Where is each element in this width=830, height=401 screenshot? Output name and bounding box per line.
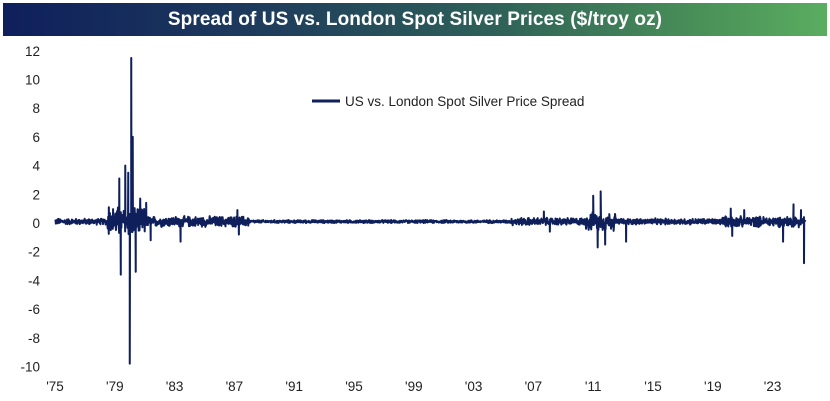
x-tick-label: '83 bbox=[166, 379, 184, 394]
legend-label: US vs. London Spot Silver Price Spread bbox=[345, 94, 584, 109]
data-point bbox=[782, 240, 784, 243]
series-line-us-london-spread bbox=[54, 56, 807, 365]
data-point bbox=[145, 202, 147, 204]
data-point bbox=[729, 207, 732, 210]
x-tick-label: '15 bbox=[644, 379, 662, 394]
data-point bbox=[236, 209, 239, 211]
y-tick-label: -2 bbox=[28, 245, 40, 260]
data-point bbox=[599, 190, 602, 193]
data-point bbox=[604, 243, 606, 246]
data-point bbox=[731, 235, 734, 237]
data-point bbox=[592, 194, 594, 197]
x-tick-label: '75 bbox=[46, 379, 64, 394]
y-tick-label: 12 bbox=[25, 44, 40, 59]
data-point bbox=[543, 210, 545, 213]
data-point bbox=[803, 262, 805, 264]
data-point bbox=[139, 197, 142, 200]
data-point bbox=[108, 206, 110, 209]
y-axis: 12 10 8 6 4 2 0 -2 -4 -6 -8 -10 bbox=[20, 44, 40, 375]
data-point bbox=[179, 240, 182, 243]
y-tick-label: 2 bbox=[32, 187, 40, 202]
x-tick-label: '23 bbox=[764, 379, 782, 394]
chart-title-bar: Spread of US vs. London Spot Silver Pric… bbox=[3, 3, 827, 36]
data-point bbox=[134, 270, 137, 273]
x-tick-label: '95 bbox=[345, 379, 363, 394]
plot-area bbox=[54, 56, 807, 365]
y-tick-label: -8 bbox=[28, 331, 40, 346]
y-tick-label: -4 bbox=[28, 273, 40, 288]
data-point bbox=[800, 209, 802, 211]
data-point bbox=[743, 209, 745, 211]
y-tick-label: -10 bbox=[20, 360, 40, 375]
data-point bbox=[128, 362, 131, 365]
data-point bbox=[130, 57, 133, 59]
y-tick-label: -6 bbox=[28, 302, 40, 317]
data-point bbox=[792, 203, 795, 206]
x-tick-label: '11 bbox=[585, 379, 602, 394]
legend: US vs. London Spot Silver Price Spread bbox=[312, 94, 584, 109]
x-axis: '75 '79 '83 '87 '91 '95 '99 '03 '07 '11 '15 '19 '23 bbox=[46, 379, 781, 394]
y-tick-label: 6 bbox=[32, 130, 40, 145]
data-point bbox=[238, 233, 240, 236]
data-point bbox=[549, 230, 551, 233]
x-tick-label: '99 bbox=[405, 379, 423, 394]
y-tick-label: 0 bbox=[32, 216, 40, 231]
data-point bbox=[119, 273, 122, 276]
y-tick-label: 4 bbox=[32, 159, 40, 174]
data-point bbox=[625, 240, 627, 243]
y-tick-label: 10 bbox=[25, 73, 40, 88]
data-point bbox=[127, 171, 130, 174]
x-tick-label: '79 bbox=[106, 379, 124, 394]
x-tick-label: '87 bbox=[226, 379, 244, 394]
data-point bbox=[596, 246, 599, 249]
y-tick-label: 8 bbox=[32, 101, 40, 116]
chart-title: Spread of US vs. London Spot Silver Pric… bbox=[167, 8, 663, 30]
data-point bbox=[118, 177, 121, 180]
x-tick-label: '19 bbox=[704, 379, 722, 394]
data-point bbox=[131, 136, 134, 138]
x-tick-label: '07 bbox=[525, 379, 543, 394]
data-point bbox=[124, 164, 127, 167]
x-tick-label: '91 bbox=[285, 379, 303, 394]
x-tick-label: '03 bbox=[465, 379, 483, 394]
data-point bbox=[149, 239, 152, 242]
